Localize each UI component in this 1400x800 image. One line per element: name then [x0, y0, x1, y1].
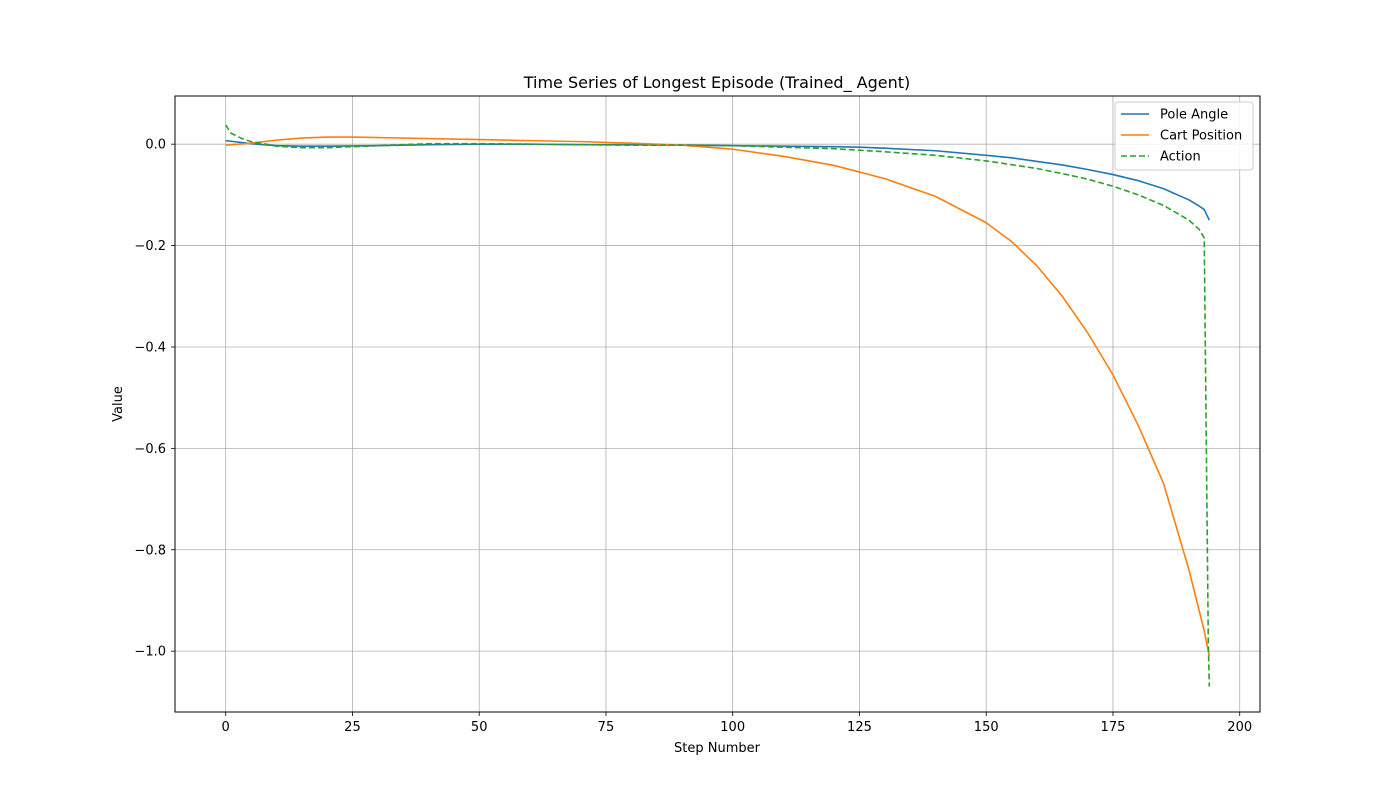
- y-axis-label: Value: [111, 386, 126, 422]
- y-tick-label: −0.8: [134, 543, 166, 558]
- plot-area-frame: [174, 95, 1261, 713]
- legend-box: [1114, 101, 1254, 171]
- series-line-cart-position: [225, 136, 1211, 657]
- legend-label-cart-position: Cart Position: [1160, 129, 1242, 144]
- y-tick-label: −0.6: [134, 442, 166, 457]
- y-tick-label: −0.4: [134, 340, 166, 355]
- series-line-pole-angle: [225, 139, 1211, 221]
- x-axis-label: Step Number: [674, 741, 761, 756]
- y-tick-label: 0.0: [145, 138, 166, 153]
- x-tick-label: 100: [720, 720, 745, 735]
- series-lines: [225, 124, 1211, 687]
- y-axis-ticks: 0.0 −0.2 −0.4 −0.6 −0.8 −1.0: [134, 138, 175, 660]
- legend: Pole Angle Cart Position Action: [1114, 101, 1254, 171]
- x-tick-label: 200: [1227, 720, 1252, 735]
- x-tick-label: 0: [222, 720, 230, 735]
- series-line-action: [225, 124, 1211, 687]
- x-tick-label: 50: [471, 720, 488, 735]
- x-axis-ticks: 0 25 50 75 100 125 150 175 200: [222, 712, 1252, 735]
- x-tick-label: 150: [974, 720, 999, 735]
- legend-label-action: Action: [1160, 150, 1201, 165]
- x-tick-label: 125: [847, 720, 872, 735]
- y-tick-label: −1.0: [134, 645, 166, 660]
- chart-title: Time Series of Longest Episode (Trained_…: [523, 73, 911, 93]
- x-tick-label: 25: [344, 720, 361, 735]
- grid-lines: [175, 96, 1260, 712]
- legend-label-pole-angle: Pole Angle: [1160, 108, 1228, 123]
- x-tick-label: 175: [1101, 720, 1126, 735]
- x-tick-label: 75: [598, 720, 615, 735]
- y-tick-label: −0.2: [134, 239, 166, 254]
